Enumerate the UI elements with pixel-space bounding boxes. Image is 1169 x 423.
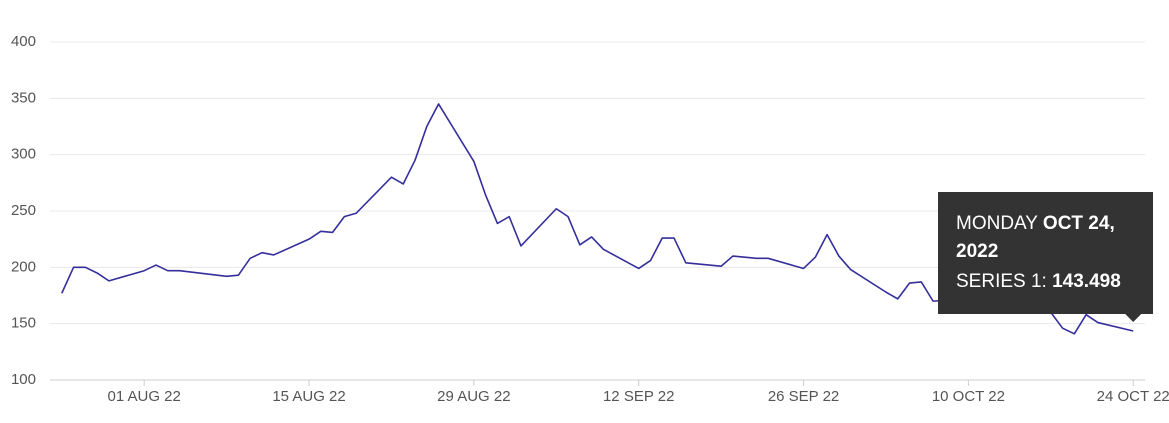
y-tick-label: 100 <box>11 371 36 388</box>
y-tick-label: 400 <box>11 33 36 50</box>
tooltip-date: OCT 24, <box>1043 213 1115 234</box>
y-tick-label: 200 <box>11 258 36 275</box>
tooltip-box <box>938 192 1153 322</box>
x-tick-label: 29 AUG 22 <box>437 388 510 405</box>
x-tick-label: 10 OCT 22 <box>932 388 1005 405</box>
y-tick-label: 300 <box>11 146 36 163</box>
y-tick-label: 250 <box>11 202 36 219</box>
x-tick-label: 15 AUG 22 <box>272 388 345 405</box>
tooltip-label: SERIES 1: <box>956 271 1047 292</box>
tooltip-year: 2022 <box>956 241 998 262</box>
tooltip-line: SERIES 1: 143.498 <box>956 271 1121 292</box>
grid: 100 150 200 250 300 350 400 01 AUG 22 15 AUG 22 2… <box>11 33 1169 405</box>
x-tick-label: 01 AUG 22 <box>107 388 180 405</box>
tooltip: MONDAY OCT 24, 2022 SERIES 1: 143.498 <box>938 192 1153 322</box>
x-tick-label: 12 SEP 22 <box>603 388 674 405</box>
y-tick-label: 350 <box>11 89 36 106</box>
x-tick-label: 26 SEP 22 <box>768 388 839 405</box>
x-tick-label: 24 OCT 22 <box>1097 388 1169 405</box>
tooltip-value: 143.498 <box>1052 271 1121 292</box>
tooltip-line: MONDAY OCT 24, <box>956 213 1115 234</box>
y-tick-label: 150 <box>11 315 36 332</box>
tooltip-weekday: MONDAY <box>956 213 1038 234</box>
